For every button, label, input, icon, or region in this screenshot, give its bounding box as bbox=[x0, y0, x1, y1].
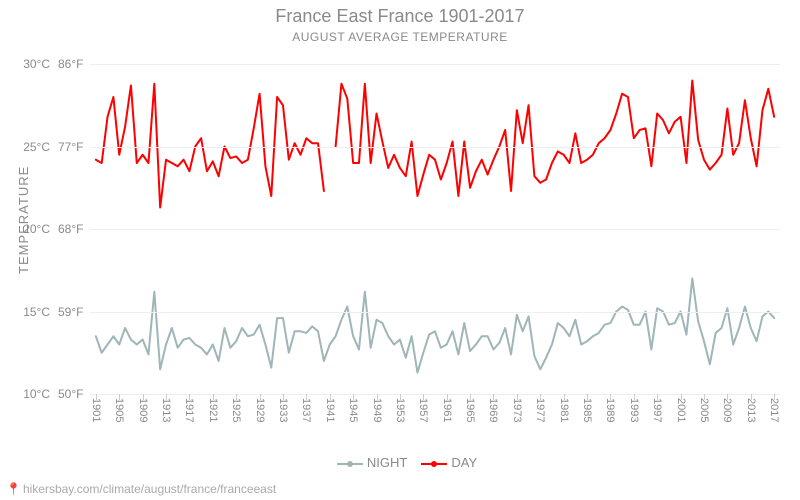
xtick-label: 1969 bbox=[487, 398, 499, 422]
gridline bbox=[90, 394, 780, 395]
xtick-label: 1929 bbox=[254, 398, 266, 422]
legend-label-night: NIGHT bbox=[367, 455, 407, 470]
xtick-label: 2013 bbox=[745, 398, 757, 422]
xtick-label: 1905 bbox=[113, 398, 125, 422]
gridline bbox=[90, 312, 780, 313]
xtick-label: 1989 bbox=[604, 398, 616, 422]
temperature-chart: France East France 1901-2017 AUGUST AVER… bbox=[0, 0, 800, 500]
pin-icon: 📍 bbox=[6, 482, 21, 496]
series-day-line bbox=[96, 81, 774, 208]
xtick-label: 1901 bbox=[90, 398, 102, 422]
xtick-label: 1945 bbox=[347, 398, 359, 422]
chart-subtitle: AUGUST AVERAGE TEMPERATURE bbox=[0, 30, 800, 44]
legend-swatch-night: .legend span.swatch-line[data-name='lege… bbox=[337, 463, 363, 465]
xtick-label: 1973 bbox=[511, 398, 523, 422]
gridline bbox=[90, 229, 780, 230]
xtick-label: 1921 bbox=[207, 398, 219, 422]
xtick-label: 1993 bbox=[628, 398, 640, 422]
legend-label-day: DAY bbox=[451, 455, 477, 470]
xtick-label: 2009 bbox=[721, 398, 733, 422]
xtick-label: 1961 bbox=[441, 398, 453, 422]
xtick-label: 1913 bbox=[160, 398, 172, 422]
plot-area: 10°C50°F15°C59°F20°C68°F25°C77°F30°C86°F… bbox=[90, 64, 780, 394]
gridline bbox=[90, 64, 780, 65]
ytick-celsius: 15°C bbox=[20, 305, 56, 319]
ytick-fahrenheit: 50°F bbox=[58, 387, 88, 401]
xtick-label: 1917 bbox=[183, 398, 195, 422]
ytick-celsius: 30°C bbox=[20, 57, 56, 71]
xtick-label: 1941 bbox=[324, 398, 336, 422]
xtick-label: 2001 bbox=[675, 398, 687, 422]
xtick-label: 1933 bbox=[277, 398, 289, 422]
xtick-label: 1909 bbox=[137, 398, 149, 422]
xtick-label: 1937 bbox=[300, 398, 312, 422]
ytick-fahrenheit: 59°F bbox=[58, 305, 88, 319]
xtick-label: 1997 bbox=[651, 398, 663, 422]
xtick-label: 1965 bbox=[464, 398, 476, 422]
attribution: 📍hikersbay.com/climate/august/france/fra… bbox=[6, 482, 276, 496]
chart-title: France East France 1901-2017 bbox=[0, 6, 800, 27]
xtick-label: 1981 bbox=[558, 398, 570, 422]
xtick-label: 1953 bbox=[394, 398, 406, 422]
legend: .legend span.swatch-line[data-name='lege… bbox=[0, 455, 800, 470]
xtick-label: 1925 bbox=[230, 398, 242, 422]
gridline bbox=[90, 147, 780, 148]
xtick-label: 1977 bbox=[534, 398, 546, 422]
ytick-celsius: 10°C bbox=[20, 387, 56, 401]
xtick-label: 1949 bbox=[371, 398, 383, 422]
xtick-label: 2017 bbox=[768, 398, 780, 422]
ytick-celsius: 20°C bbox=[20, 222, 56, 236]
legend-swatch-day: .legend span.swatch-line[data-name='lege… bbox=[421, 463, 447, 465]
attribution-text: hikersbay.com/climate/august/france/fran… bbox=[23, 482, 276, 496]
ytick-fahrenheit: 68°F bbox=[58, 222, 88, 236]
series-night-line bbox=[96, 279, 774, 373]
y-axis-label: TEMPERATURE bbox=[16, 166, 31, 274]
xtick-label: 1957 bbox=[417, 398, 429, 422]
ytick-fahrenheit: 86°F bbox=[58, 57, 88, 71]
xtick-label: 1985 bbox=[581, 398, 593, 422]
ytick-celsius: 25°C bbox=[20, 140, 56, 154]
ytick-fahrenheit: 77°F bbox=[58, 140, 88, 154]
xtick-label: 2005 bbox=[698, 398, 710, 422]
